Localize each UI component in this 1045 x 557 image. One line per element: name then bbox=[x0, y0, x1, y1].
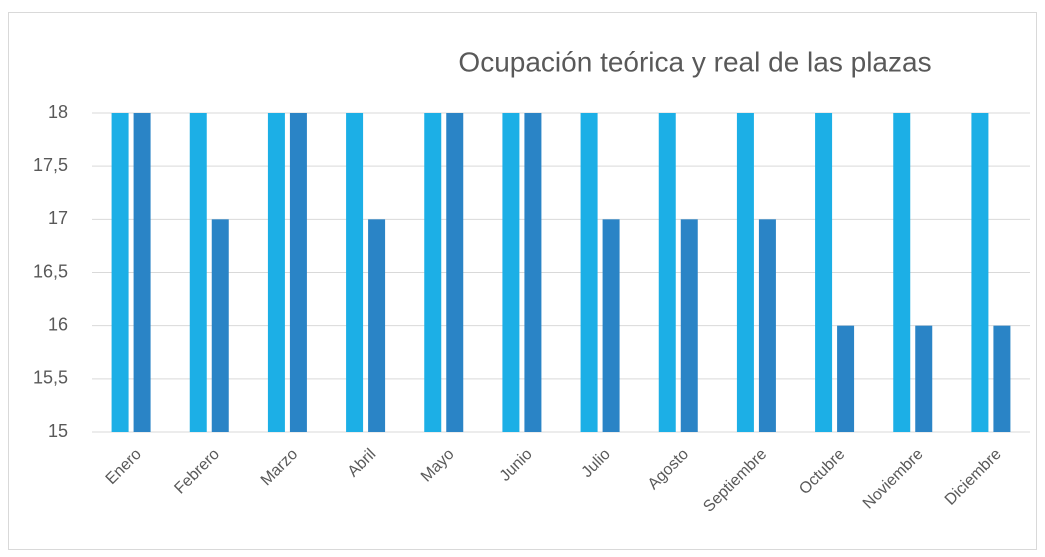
bar bbox=[580, 113, 598, 432]
bar bbox=[658, 113, 676, 432]
bar bbox=[602, 219, 620, 432]
y-tick-label: 16,5 bbox=[33, 261, 68, 281]
bar bbox=[189, 113, 207, 432]
bar bbox=[346, 113, 364, 432]
bar bbox=[758, 219, 776, 432]
bar bbox=[446, 113, 464, 432]
bar bbox=[368, 219, 386, 432]
bar bbox=[502, 113, 520, 432]
bar bbox=[133, 113, 151, 432]
bar bbox=[993, 325, 1011, 432]
bar bbox=[211, 219, 229, 432]
bar bbox=[736, 113, 754, 432]
bar bbox=[680, 219, 698, 432]
y-tick-label: 17,5 bbox=[33, 155, 68, 175]
bar bbox=[424, 113, 442, 432]
bar bbox=[289, 113, 307, 432]
y-tick-label: 16 bbox=[48, 314, 68, 334]
y-tick-label: 15 bbox=[48, 421, 68, 441]
bar bbox=[971, 113, 989, 432]
y-tick-label: 18 bbox=[48, 102, 68, 122]
bar bbox=[267, 113, 285, 432]
chart-title: Ocupación teórica y real de las plazas bbox=[458, 46, 931, 77]
bar bbox=[893, 113, 911, 432]
bar bbox=[837, 325, 855, 432]
bar bbox=[111, 113, 129, 432]
bar bbox=[524, 113, 542, 432]
chart-border bbox=[8, 12, 1037, 550]
bar bbox=[815, 113, 833, 432]
y-tick-label: 15,5 bbox=[33, 368, 68, 388]
bar bbox=[915, 325, 933, 432]
y-tick-label: 17 bbox=[48, 208, 68, 228]
